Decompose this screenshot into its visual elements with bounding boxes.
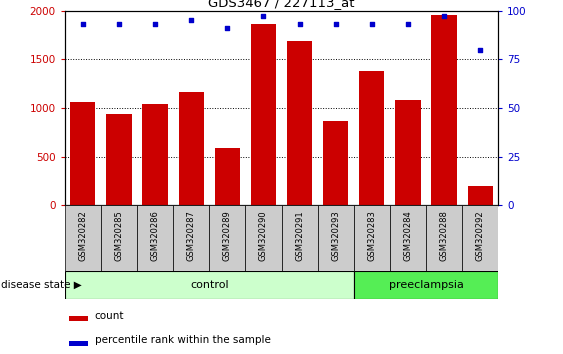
Text: GSM320290: GSM320290 bbox=[259, 211, 268, 261]
Bar bbox=[323, 121, 348, 205]
Bar bbox=[426, 205, 462, 271]
Point bbox=[150, 22, 159, 27]
Point bbox=[78, 22, 87, 27]
Bar bbox=[318, 205, 354, 271]
Bar bbox=[209, 205, 245, 271]
Point bbox=[259, 13, 268, 19]
Text: GSM320288: GSM320288 bbox=[440, 211, 449, 262]
Bar bbox=[467, 186, 493, 205]
Bar bbox=[395, 100, 421, 205]
Text: GSM320293: GSM320293 bbox=[331, 211, 340, 261]
Point bbox=[367, 22, 376, 27]
Bar bbox=[245, 205, 282, 271]
Point bbox=[476, 47, 485, 52]
Text: GSM320287: GSM320287 bbox=[187, 211, 196, 262]
Bar bbox=[462, 205, 498, 271]
Point bbox=[187, 18, 196, 23]
Text: disease state ▶: disease state ▶ bbox=[1, 280, 82, 290]
Bar bbox=[142, 104, 168, 205]
Text: GSM320289: GSM320289 bbox=[223, 211, 232, 261]
Text: preeclampsia: preeclampsia bbox=[388, 280, 463, 290]
Point bbox=[295, 22, 304, 27]
Bar bbox=[178, 92, 204, 205]
Text: GSM320286: GSM320286 bbox=[150, 211, 159, 262]
Text: percentile rank within the sample: percentile rank within the sample bbox=[95, 335, 271, 345]
Text: GSM320292: GSM320292 bbox=[476, 211, 485, 261]
Bar bbox=[354, 205, 390, 271]
Bar bbox=[173, 205, 209, 271]
Text: count: count bbox=[95, 311, 124, 321]
Text: GSM320291: GSM320291 bbox=[295, 211, 304, 261]
Bar bbox=[215, 148, 240, 205]
Point bbox=[331, 22, 340, 27]
Text: GSM320283: GSM320283 bbox=[367, 211, 376, 262]
Bar bbox=[65, 205, 101, 271]
Bar bbox=[359, 71, 385, 205]
Bar bbox=[101, 205, 137, 271]
Bar bbox=[65, 271, 354, 299]
Bar bbox=[70, 102, 96, 205]
Bar bbox=[431, 15, 457, 205]
Text: GSM320282: GSM320282 bbox=[78, 211, 87, 261]
Text: control: control bbox=[190, 280, 229, 290]
Bar bbox=[354, 271, 498, 299]
Title: GDS3467 / 227113_at: GDS3467 / 227113_at bbox=[208, 0, 355, 10]
Point bbox=[440, 13, 449, 19]
Bar bbox=[137, 205, 173, 271]
Text: GSM320285: GSM320285 bbox=[114, 211, 123, 261]
Bar bbox=[390, 205, 426, 271]
Text: GSM320284: GSM320284 bbox=[404, 211, 413, 261]
Bar bbox=[251, 24, 276, 205]
Bar bbox=[287, 41, 312, 205]
Bar bbox=[69, 341, 88, 346]
Point bbox=[223, 25, 232, 31]
Bar bbox=[106, 114, 132, 205]
Bar bbox=[282, 205, 318, 271]
Point bbox=[404, 22, 413, 27]
Point bbox=[114, 22, 123, 27]
Bar bbox=[69, 316, 88, 321]
